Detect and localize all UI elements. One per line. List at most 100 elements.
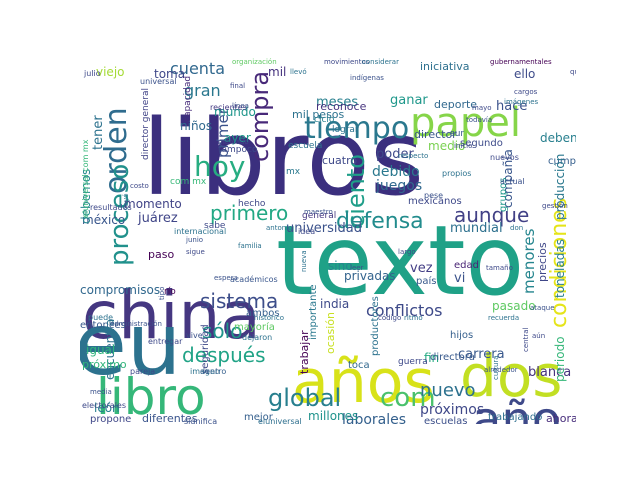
word-cloud-word: eluniversal com mx (81, 139, 90, 218)
word-cloud-word: familia (238, 242, 262, 250)
word-cloud-word: entonces (80, 320, 126, 331)
word-cloud-word: tiempo (304, 111, 409, 146)
word-cloud-word: tener (91, 115, 106, 150)
word-cloud-word: meses (316, 95, 358, 110)
word-cloud-word: escuelas (424, 416, 467, 424)
word-cloud-word: entregar (148, 337, 183, 346)
word-cloud-word: después (182, 343, 266, 367)
word-cloud-word: ello (514, 67, 535, 81)
word-cloud-word: dos (460, 342, 563, 410)
word-cloud-word: pasado (492, 299, 536, 313)
word-cloud-word: hoy (194, 150, 245, 183)
word-cloud-word: universidad (286, 221, 362, 236)
word-cloud-word: resultados (90, 203, 132, 212)
word-cloud-word: final (230, 82, 245, 90)
word-cloud-word: julio (83, 69, 101, 78)
word-cloud-word: media (90, 388, 112, 396)
word-cloud-word: compañía (501, 149, 515, 208)
word-cloud-word: país (416, 275, 436, 287)
word-cloud-word: nuevo (420, 380, 476, 401)
word-cloud-word: proceso (105, 164, 135, 266)
word-cloud-word: primero (210, 201, 288, 225)
word-cloud-word: nuevos (490, 153, 519, 162)
word-cloud-word: gran (184, 81, 221, 100)
word-cloud-word: condiciones (547, 198, 572, 328)
word-cloud-word: gubernamentales (490, 58, 552, 66)
word-cloud-word: indígenas (350, 74, 384, 82)
word-cloud-word: mil pesos (292, 108, 345, 121)
word-cloud-word: mx (286, 167, 301, 177)
word-cloud-word: juárez (137, 211, 178, 226)
word-cloud-word: precios (536, 242, 549, 282)
word-cloud-word: eluniversal (258, 417, 302, 424)
word-cloud-word: universal (140, 77, 177, 86)
word-cloud-word: trabajar (298, 330, 311, 374)
word-cloud-word: hace (496, 99, 527, 114)
word-cloud-word: mundo (214, 105, 256, 119)
word-cloud-word: india (320, 297, 349, 311)
word-cloud-word: sistema (200, 289, 278, 313)
word-cloud-word: cuatro (322, 154, 357, 167)
word-cloud-word: viejo (96, 65, 125, 79)
word-cloud-word: recientes (210, 103, 247, 112)
word-cloud-word: años (292, 347, 435, 417)
word-cloud-word: debido (372, 164, 420, 180)
word-cloud-word: ahora (546, 412, 576, 424)
word-cloud-word: general (302, 211, 336, 221)
word-cloud-word: ciclo (314, 115, 335, 125)
word-cloud-word: compromisos (80, 283, 160, 297)
word-cloud-word: organización (232, 58, 277, 66)
word-cloud-word: periodo (553, 336, 567, 382)
word-cloud-word: importante (308, 284, 319, 340)
word-cloud-word: propios (442, 169, 471, 178)
word-cloud-word: vive (186, 331, 203, 340)
word-cloud-word: tipo (158, 287, 166, 300)
word-cloud-word: seguridad (200, 324, 211, 374)
word-cloud-word: menores (520, 228, 538, 294)
word-cloud-word: privadas (344, 269, 396, 283)
word-cloud-word: diferentes (142, 412, 198, 424)
word-cloud-word: movimientos (324, 58, 370, 66)
word-cloud-word: antonio (266, 224, 292, 232)
word-cloud-word: capacidad (183, 76, 193, 122)
word-cloud-word: iniciativa (420, 60, 470, 73)
word-cloud-word: fin (424, 351, 439, 365)
word-cloud-word: ciento (342, 154, 370, 228)
word-cloud-word: imagen (190, 367, 220, 376)
word-cloud-word: actual (500, 177, 525, 186)
word-cloud-word: dentro (200, 367, 226, 376)
word-cloud-word: director (414, 128, 457, 141)
word-cloud-word: medio (428, 139, 465, 153)
word-cloud-word: sólo (202, 319, 242, 343)
word-cloud-word: aún (532, 332, 545, 340)
word-cloud-word: espera (214, 274, 238, 282)
word-cloud-word: quizá (570, 68, 576, 76)
word-cloud-word: mejor (244, 412, 274, 423)
word-cloud-word: río (164, 287, 176, 297)
word-cloud-word: toma (154, 67, 185, 81)
word-cloud-word: laborales (342, 412, 406, 424)
word-cloud-word: imágenes (504, 98, 539, 106)
word-cloud-word: tampoco (218, 145, 258, 155)
word-cloud-word: debemos (80, 169, 93, 224)
word-cloud-word: leer (350, 264, 364, 272)
word-cloud-word: ganar (390, 93, 428, 108)
word-cloud-word: orden (99, 107, 134, 194)
word-cloud-word: directora (430, 352, 475, 363)
word-cloud-word: segundo (460, 138, 503, 149)
word-cloud-word: global (268, 384, 341, 412)
word-cloud-word: sabe (204, 221, 226, 231)
word-cloud-word: alrededor (484, 366, 518, 374)
word-cloud-word: llevó (290, 68, 307, 76)
word-cloud-word: blanca (528, 365, 571, 380)
word-cloud-word: línea (232, 102, 249, 110)
word-cloud-word: texto (276, 205, 524, 317)
word-cloud-word: sigue (186, 248, 205, 256)
word-cloud-word: poder (376, 147, 414, 162)
word-cloud-word: año (472, 392, 561, 424)
word-cloud-word: compra (246, 71, 274, 162)
word-cloud-word: trabajando (488, 412, 542, 423)
word-cloud-word: ayer (224, 131, 251, 145)
word-cloud-word: junio (185, 236, 203, 244)
